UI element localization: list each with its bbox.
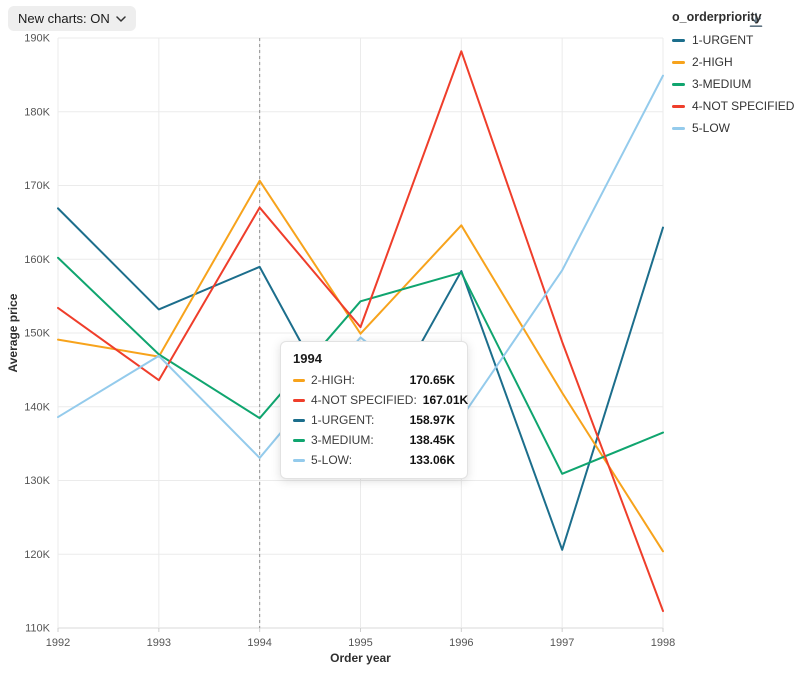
svg-text:120K: 120K	[24, 549, 50, 561]
legend-item-label: 5-LOW	[692, 121, 731, 135]
tooltip-series-value: 170.65K	[409, 373, 455, 387]
svg-text:1995: 1995	[348, 637, 372, 649]
svg-text:150K: 150K	[24, 328, 50, 340]
tooltip-title: 1994	[293, 351, 322, 366]
new-charts-toggle[interactable]: New charts: ON	[8, 6, 136, 31]
tooltip-row: 4-NOT SPECIFIED: 167.01K	[293, 393, 468, 407]
svg-text:160K: 160K	[24, 254, 50, 266]
chevron-down-icon	[116, 15, 126, 22]
tooltip-series-value: 138.45K	[409, 433, 455, 447]
legend-swatch-icon	[672, 126, 685, 130]
tooltip-swatch-icon	[293, 418, 305, 422]
legend-item-label: 3-MEDIUM	[692, 77, 752, 91]
legend-swatch-icon	[672, 38, 685, 42]
svg-text:Order year: Order year	[330, 651, 391, 665]
svg-text:180K: 180K	[24, 106, 50, 118]
tooltip-swatch-icon	[293, 438, 305, 442]
svg-text:170K: 170K	[24, 180, 50, 192]
svg-text:Average price: Average price	[6, 293, 20, 372]
legend-item-3-medium[interactable]: 3-MEDIUM	[672, 77, 798, 91]
legend-item-label: 4-NOT SPECIFIED	[692, 99, 795, 113]
tooltip-series-label: 4-NOT SPECIFIED:	[311, 393, 417, 407]
svg-text:1997: 1997	[550, 637, 574, 649]
legend-item-2-high[interactable]: 2-HIGH	[672, 55, 798, 69]
legend-item-4-not-specified[interactable]: 4-NOT SPECIFIED	[672, 99, 798, 113]
legend-item-5-low[interactable]: 5-LOW	[672, 121, 798, 135]
tooltip-row: 5-LOW: 133.06K	[293, 453, 455, 467]
tooltip-row-list: 2-HIGH: 170.65K 4-NOT SPECIFIED: 167.01K 1-U…	[293, 373, 468, 467]
tooltip-series-label: 1-URGENT:	[311, 413, 375, 427]
legend-item-label: 1-URGENT	[692, 33, 754, 47]
legend-swatch-icon	[672, 82, 685, 86]
legend: o_orderpriority 1-URGENT 2-HIGH 3-MEDIUM 4-…	[672, 10, 798, 143]
tooltip-row: 2-HIGH: 170.65K	[293, 373, 455, 387]
legend-swatch-icon	[672, 104, 685, 108]
tooltip-swatch-icon	[293, 378, 305, 382]
tooltip-swatch-icon	[293, 398, 305, 402]
svg-text:130K: 130K	[24, 475, 50, 487]
new-charts-label: New charts: ON	[18, 11, 110, 26]
tooltip-series-label: 2-HIGH:	[311, 373, 356, 387]
svg-text:1998: 1998	[651, 637, 675, 649]
legend-item-1-urgent[interactable]: 1-URGENT	[672, 33, 798, 47]
legend-item-label: 2-HIGH	[692, 55, 733, 69]
tooltip-series-value: 133.06K	[409, 453, 455, 467]
legend-item-list: 1-URGENT 2-HIGH 3-MEDIUM 4-NOT SPECIFIED 5-L…	[672, 33, 798, 135]
svg-text:190K: 190K	[24, 33, 50, 45]
tooltip-series-value: 167.01K	[422, 393, 469, 407]
tooltip-series-value: 158.97K	[409, 413, 455, 427]
download-button[interactable]	[744, 8, 768, 32]
chart-tooltip: 1994 2-HIGH: 170.65K 4-NOT SPECIFIED: 167.0…	[280, 341, 468, 479]
tooltip-swatch-icon	[293, 458, 305, 462]
svg-text:1993: 1993	[147, 637, 171, 649]
svg-text:140K: 140K	[24, 401, 50, 413]
tooltip-row: 3-MEDIUM: 138.45K	[293, 433, 455, 447]
svg-text:1996: 1996	[449, 637, 473, 649]
svg-text:110K: 110K	[25, 623, 51, 635]
tooltip-row: 1-URGENT: 158.97K	[293, 413, 455, 427]
legend-swatch-icon	[672, 60, 685, 64]
tooltip-series-label: 5-LOW:	[311, 453, 353, 467]
legend-title: o_orderpriority	[672, 10, 762, 24]
download-icon	[749, 12, 763, 27]
tooltip-series-label: 3-MEDIUM:	[311, 433, 374, 447]
svg-text:1992: 1992	[46, 637, 70, 649]
svg-text:1994: 1994	[247, 637, 271, 649]
